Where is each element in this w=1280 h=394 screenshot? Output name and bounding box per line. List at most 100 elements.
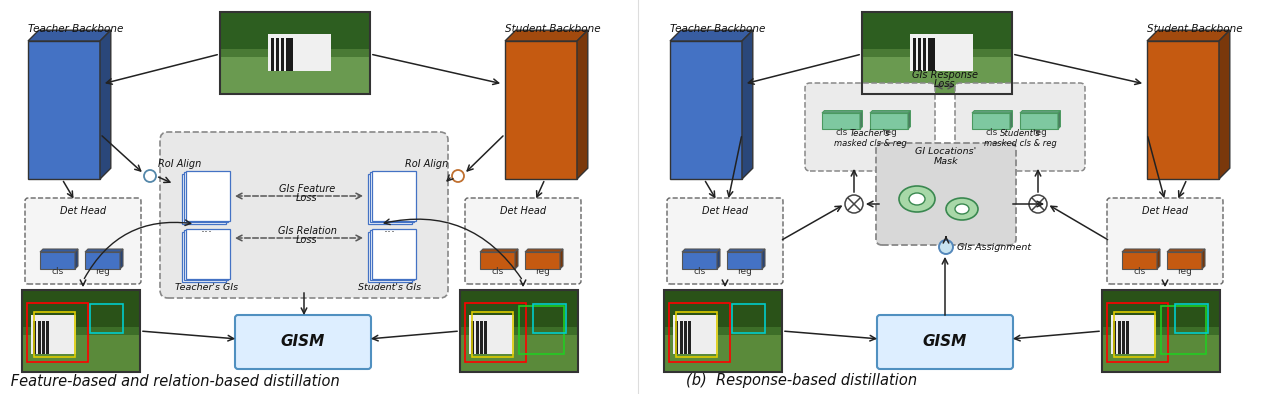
FancyBboxPatch shape xyxy=(1107,198,1222,284)
Bar xyxy=(460,290,579,372)
FancyBboxPatch shape xyxy=(805,83,934,171)
Bar xyxy=(1102,335,1220,372)
Bar xyxy=(957,36,973,52)
Text: Mask: Mask xyxy=(933,157,959,166)
Bar xyxy=(1117,320,1121,354)
Bar xyxy=(315,36,332,52)
Bar xyxy=(861,12,1012,94)
Polygon shape xyxy=(727,252,762,269)
Bar xyxy=(369,232,412,282)
FancyBboxPatch shape xyxy=(160,132,448,298)
Bar xyxy=(923,38,927,71)
Text: masked cls & reg: masked cls & reg xyxy=(983,139,1056,148)
Ellipse shape xyxy=(955,204,969,214)
Polygon shape xyxy=(1147,41,1219,179)
Polygon shape xyxy=(727,249,765,252)
Polygon shape xyxy=(1219,30,1230,179)
Circle shape xyxy=(452,170,465,182)
Bar xyxy=(471,320,475,354)
Circle shape xyxy=(1029,195,1047,213)
Bar xyxy=(861,12,1012,49)
Bar xyxy=(470,314,515,354)
Bar xyxy=(460,290,579,327)
Bar xyxy=(32,314,77,354)
Bar xyxy=(370,230,413,281)
Polygon shape xyxy=(1059,111,1060,129)
Bar xyxy=(913,38,916,71)
Polygon shape xyxy=(1147,30,1230,41)
Polygon shape xyxy=(120,249,123,269)
Bar xyxy=(285,38,289,71)
Bar xyxy=(472,312,513,357)
Polygon shape xyxy=(669,30,753,41)
Text: Loss: Loss xyxy=(934,79,956,89)
Text: cls: cls xyxy=(1134,267,1146,276)
Polygon shape xyxy=(822,113,860,129)
Text: reg: reg xyxy=(883,128,897,137)
Bar xyxy=(33,320,36,354)
Bar xyxy=(220,12,370,49)
Bar xyxy=(220,57,370,94)
Bar xyxy=(27,303,88,362)
Text: Det Head: Det Head xyxy=(1142,206,1188,216)
Bar xyxy=(465,303,526,362)
Polygon shape xyxy=(717,249,719,269)
FancyBboxPatch shape xyxy=(26,198,141,284)
Text: cls: cls xyxy=(986,128,998,137)
Bar xyxy=(42,320,45,354)
Bar xyxy=(184,173,228,222)
Text: Teacher's: Teacher's xyxy=(850,129,891,138)
Text: GIs Response: GIs Response xyxy=(911,70,978,80)
FancyBboxPatch shape xyxy=(465,198,581,284)
Bar xyxy=(460,335,579,372)
Polygon shape xyxy=(525,249,563,252)
Ellipse shape xyxy=(899,186,934,212)
Bar xyxy=(37,320,41,354)
Bar xyxy=(664,290,782,372)
Bar xyxy=(910,34,973,71)
Ellipse shape xyxy=(946,198,978,220)
Polygon shape xyxy=(972,113,1010,129)
Polygon shape xyxy=(742,30,753,179)
Text: reg: reg xyxy=(737,267,753,276)
Bar xyxy=(46,320,49,354)
Text: GISM: GISM xyxy=(280,335,325,349)
Text: RoI Align: RoI Align xyxy=(157,159,201,169)
Polygon shape xyxy=(480,252,515,269)
Polygon shape xyxy=(84,252,120,269)
Bar xyxy=(1175,304,1208,333)
Bar xyxy=(1107,303,1169,362)
FancyBboxPatch shape xyxy=(236,315,371,369)
Text: ...: ... xyxy=(201,222,212,235)
Polygon shape xyxy=(506,30,588,41)
Bar xyxy=(664,335,782,372)
FancyBboxPatch shape xyxy=(876,143,1016,245)
Text: Loss: Loss xyxy=(296,235,317,245)
Text: Student's GIs: Student's GIs xyxy=(358,283,421,292)
Polygon shape xyxy=(506,41,577,179)
Bar xyxy=(476,320,479,354)
Bar xyxy=(184,230,228,281)
Text: GIs Assignment: GIs Assignment xyxy=(957,242,1032,251)
Polygon shape xyxy=(515,249,518,269)
Bar xyxy=(673,314,718,354)
Polygon shape xyxy=(100,30,111,179)
Polygon shape xyxy=(525,252,561,269)
Polygon shape xyxy=(1167,252,1202,269)
Bar xyxy=(918,38,922,71)
Text: GIs Relation: GIs Relation xyxy=(278,226,337,236)
Polygon shape xyxy=(1157,249,1160,269)
Polygon shape xyxy=(762,249,765,269)
Text: reg: reg xyxy=(96,267,110,276)
Bar xyxy=(1123,320,1125,354)
Text: reg: reg xyxy=(1033,128,1047,137)
Bar xyxy=(182,232,227,282)
Bar xyxy=(928,38,932,71)
Polygon shape xyxy=(480,249,518,252)
Text: Det Head: Det Head xyxy=(60,206,106,216)
Bar xyxy=(460,290,579,335)
Bar xyxy=(220,12,370,94)
Polygon shape xyxy=(822,111,863,113)
Polygon shape xyxy=(1020,111,1060,113)
Polygon shape xyxy=(76,249,78,269)
